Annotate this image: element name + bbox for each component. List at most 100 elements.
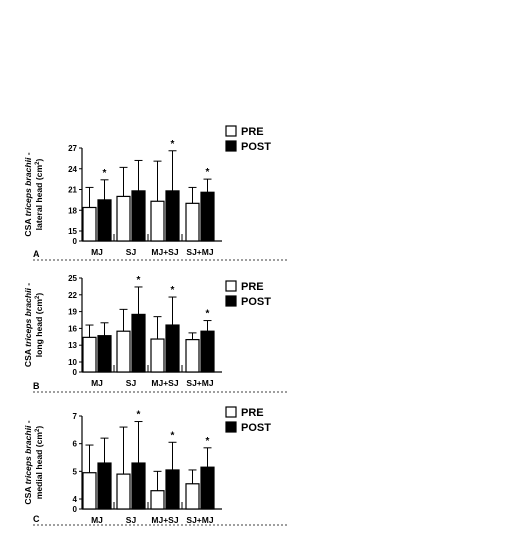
- panel-letter: A: [33, 249, 40, 259]
- legend-label-post: POST: [241, 296, 271, 308]
- bar-pre: [82, 472, 97, 510]
- legend-swatch-post: [225, 295, 237, 307]
- y-axis-title-part: CSA: [23, 484, 33, 504]
- legend-swatch-post: [225, 421, 237, 433]
- bar-foot: [201, 233, 214, 241]
- bar-pre: [116, 473, 131, 510]
- y-axis-title-line2: lateral head (cm2): [34, 159, 44, 231]
- legend-swatch-pre: [225, 280, 237, 292]
- bar-foot: [98, 233, 111, 241]
- y-tick-label: 16: [68, 324, 77, 333]
- bar-pre: [82, 336, 97, 373]
- category-label: SJ: [126, 247, 137, 257]
- y-tick-label: 25: [68, 274, 77, 283]
- y-tick-label: 13: [68, 341, 77, 350]
- category-label: MJ+SJ: [151, 378, 178, 388]
- y-tick-label: 24: [68, 165, 77, 174]
- y-tick-label: 0: [73, 237, 78, 246]
- y-tick-label: 0: [73, 505, 78, 514]
- y-axis-title-line1: CSA triceps brachii -: [23, 152, 33, 236]
- significance-star: *: [171, 285, 175, 296]
- y-tick-label: 19: [68, 308, 77, 317]
- bar-pre: [150, 490, 165, 510]
- category-label: MJ+SJ: [151, 515, 178, 525]
- significance-star: *: [206, 167, 210, 178]
- bar-pre: [150, 338, 165, 373]
- bar-pre: [150, 200, 165, 242]
- category-label: SJ+MJ: [186, 378, 213, 388]
- significance-star: *: [103, 168, 107, 179]
- y-axis-title-part: ): [34, 159, 44, 162]
- y-axis-title-part: ): [34, 426, 44, 429]
- bar-foot: [132, 233, 145, 241]
- y-tick-label: 7: [73, 412, 78, 421]
- legend-swatch-post: [225, 140, 237, 152]
- y-tick-label: 0: [73, 368, 78, 377]
- category-label: SJ+MJ: [186, 515, 213, 525]
- legend-label-pre: PRE: [241, 126, 264, 138]
- bar-post: [131, 313, 146, 373]
- category-label: SJ: [126, 378, 137, 388]
- y-axis-title-part: triceps brachii: [23, 425, 33, 484]
- category-label: MJ+SJ: [151, 247, 178, 257]
- bar-pre: [82, 206, 97, 242]
- y-axis-title-part: triceps brachii: [23, 157, 33, 216]
- y-tick-label: 18: [68, 206, 77, 215]
- y-axis-title-part: lateral head (cm: [34, 165, 44, 231]
- y-tick-label: 21: [68, 186, 77, 195]
- y-tick-label: 10: [68, 358, 77, 367]
- y-tick-label: 6: [73, 440, 78, 449]
- bar-foot: [201, 364, 214, 372]
- y-axis-title-part: -: [23, 152, 33, 157]
- y-axis-title-part: 2: [35, 161, 41, 165]
- y-axis-title-line2: medial head (cm2): [34, 426, 44, 500]
- y-axis-title-part: CSA: [23, 216, 33, 236]
- bar-foot: [166, 233, 179, 241]
- significance-star: *: [137, 275, 141, 286]
- category-label: MJ: [91, 247, 103, 257]
- y-tick-label: 15: [68, 227, 77, 236]
- panel-letter: C: [33, 514, 40, 524]
- legend-label-post: POST: [241, 141, 271, 153]
- bar-foot: [201, 501, 214, 509]
- bar-foot: [98, 364, 111, 372]
- category-label: MJ: [91, 515, 103, 525]
- bar-pre: [116, 330, 131, 373]
- significance-star: *: [137, 410, 141, 421]
- y-axis-title-part: medial head (cm: [34, 432, 44, 500]
- y-axis-title-part: 2: [35, 295, 41, 299]
- legend-label-pre: PRE: [241, 407, 264, 419]
- y-tick-label: 5: [73, 467, 78, 476]
- bar-pre: [185, 339, 200, 373]
- significance-star: *: [171, 139, 175, 150]
- y-tick-label: 22: [68, 291, 77, 300]
- y-axis-title-part: -: [23, 420, 33, 425]
- y-axis-title-part: -: [23, 283, 33, 288]
- y-axis-title-part: CSA: [23, 347, 33, 367]
- significance-star: *: [206, 436, 210, 447]
- legend-swatch-pre: [225, 406, 237, 418]
- y-axis-title-line1: CSA triceps brachii -: [23, 420, 33, 504]
- bar-pre: [185, 483, 200, 510]
- y-tick-label: 4: [73, 495, 78, 504]
- bar-foot: [98, 501, 111, 509]
- bar-foot: [132, 364, 145, 372]
- y-axis-title-part: ): [34, 293, 44, 296]
- significance-star: *: [171, 430, 175, 441]
- category-label: SJ: [126, 515, 137, 525]
- y-axis-title-part: 2: [35, 428, 41, 432]
- y-axis-title-part: long head (cm: [34, 299, 44, 358]
- bar-pre: [185, 202, 200, 242]
- legend-swatch-pre: [225, 125, 237, 137]
- bar-pre: [116, 195, 131, 242]
- panel-letter: B: [33, 381, 40, 391]
- bar-foot: [166, 501, 179, 509]
- y-tick-label: 27: [68, 144, 77, 153]
- bar-foot: [166, 364, 179, 372]
- significance-star: *: [206, 309, 210, 320]
